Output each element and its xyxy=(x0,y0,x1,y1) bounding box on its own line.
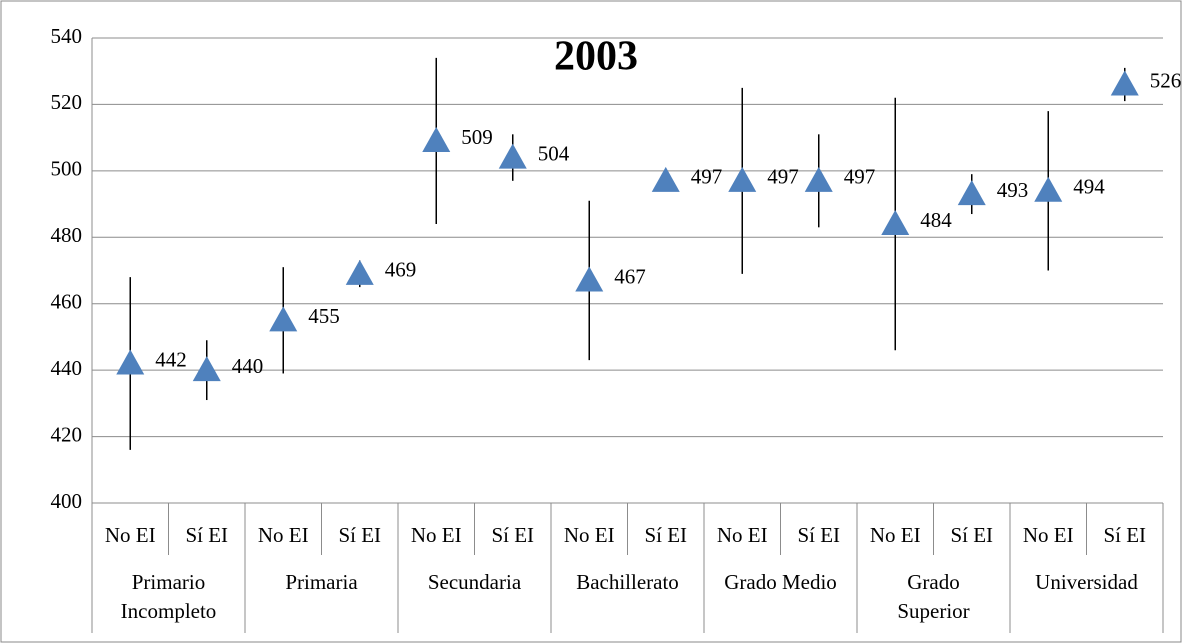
data-label: 440 xyxy=(232,354,264,378)
y-tick-label: 480 xyxy=(51,223,83,247)
x-tick-label: No EI xyxy=(105,523,156,547)
data-label: 455 xyxy=(308,304,340,328)
data-label: 526 xyxy=(1150,68,1182,92)
data-label: 442 xyxy=(155,347,187,371)
x-tick-label: Sí EI xyxy=(185,523,228,547)
group-label: Primaria xyxy=(285,570,358,594)
group-label: Primario xyxy=(132,570,206,594)
x-tick-label: Sí EI xyxy=(950,523,993,547)
x-tick-label: No EI xyxy=(564,523,615,547)
data-label: 494 xyxy=(1073,175,1105,199)
marker xyxy=(881,210,910,235)
marker xyxy=(422,126,451,152)
data-label: 484 xyxy=(920,208,952,232)
marker xyxy=(957,180,986,206)
marker xyxy=(498,143,527,169)
marker xyxy=(1034,176,1063,202)
marker xyxy=(116,349,145,375)
x-tick-label: Sí EI xyxy=(338,523,381,547)
x-tick-label: No EI xyxy=(258,523,309,547)
group-label: Grado xyxy=(907,570,959,594)
x-tick-label: Sí EI xyxy=(491,523,534,547)
group-label: Secundaria xyxy=(428,570,522,594)
y-tick-label: 520 xyxy=(51,90,83,114)
x-tick-label: No EI xyxy=(870,523,921,547)
group-label: Superior xyxy=(897,599,969,623)
data-label: 497 xyxy=(767,165,799,189)
x-tick-label: No EI xyxy=(411,523,462,547)
data-label: 509 xyxy=(461,125,493,149)
marker xyxy=(804,166,833,192)
group-label: Universidad xyxy=(1035,570,1138,594)
data-label: 493 xyxy=(997,178,1029,202)
x-tick-label: No EI xyxy=(717,523,768,547)
data-label: 469 xyxy=(385,258,417,282)
x-tick-label: Sí EI xyxy=(1103,523,1146,547)
x-tick-label: Sí EI xyxy=(797,523,840,547)
group-label: Grado Medio xyxy=(724,570,837,594)
marker xyxy=(345,259,374,285)
data-label: 504 xyxy=(538,141,570,165)
y-tick-label: 400 xyxy=(51,489,83,513)
chart-title: 2003 xyxy=(554,34,638,80)
marker xyxy=(192,356,221,382)
y-tick-label: 440 xyxy=(51,356,83,380)
x-tick-label: Sí EI xyxy=(644,523,687,547)
marker xyxy=(728,166,757,192)
marker xyxy=(651,166,680,192)
x-tick-label: No EI xyxy=(1023,523,1074,547)
y-tick-label: 540 xyxy=(51,24,83,48)
data-label: 497 xyxy=(844,165,876,189)
group-label: Incompleto xyxy=(121,599,217,623)
data-label: 467 xyxy=(614,264,646,288)
group-label: Bachillerato xyxy=(576,570,679,594)
y-tick-label: 460 xyxy=(51,290,83,314)
y-tick-label: 420 xyxy=(51,422,83,446)
marker xyxy=(575,266,604,292)
data-label: 497 xyxy=(691,165,723,189)
marker xyxy=(269,306,298,332)
marker xyxy=(1110,70,1139,96)
y-tick-label: 500 xyxy=(51,157,83,181)
